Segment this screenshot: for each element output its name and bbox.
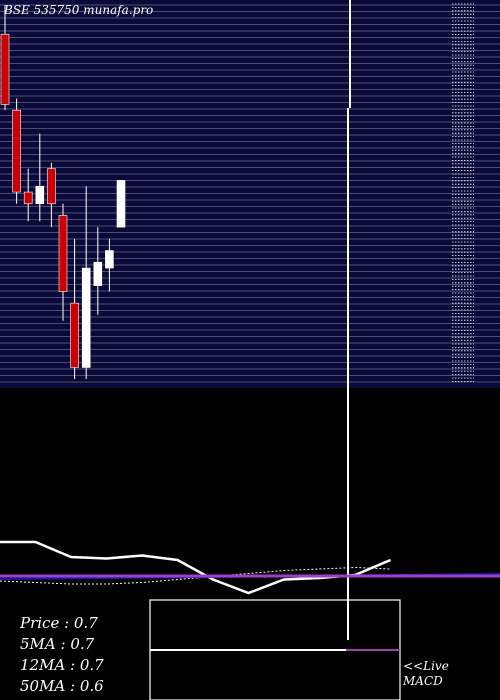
candle-body (23, 191, 33, 205)
candle-body (70, 302, 79, 368)
dotted-average-line (0, 566, 391, 585)
ma50-readout: 50MA : 0.6 (20, 677, 104, 695)
indicator-line (0, 540, 391, 595)
candle-body (35, 185, 45, 205)
candle-body (105, 250, 114, 269)
ma5-readout: 5MA : 0.7 (20, 635, 95, 653)
candle-body (47, 168, 56, 205)
chart-title: BSE 535750 munafa.pro (4, 3, 154, 17)
candle-body (81, 267, 91, 368)
live-link[interactable]: <<Live (403, 659, 449, 673)
candle-body (0, 33, 10, 105)
candle-body (58, 215, 68, 292)
macd-label: MACD (403, 674, 443, 688)
price-readout: Price : 0.7 (20, 614, 98, 632)
candle-body (12, 109, 21, 193)
candle-body (116, 180, 126, 228)
candle-body (93, 261, 103, 286)
ma12-readout: 12MA : 0.7 (20, 656, 104, 674)
